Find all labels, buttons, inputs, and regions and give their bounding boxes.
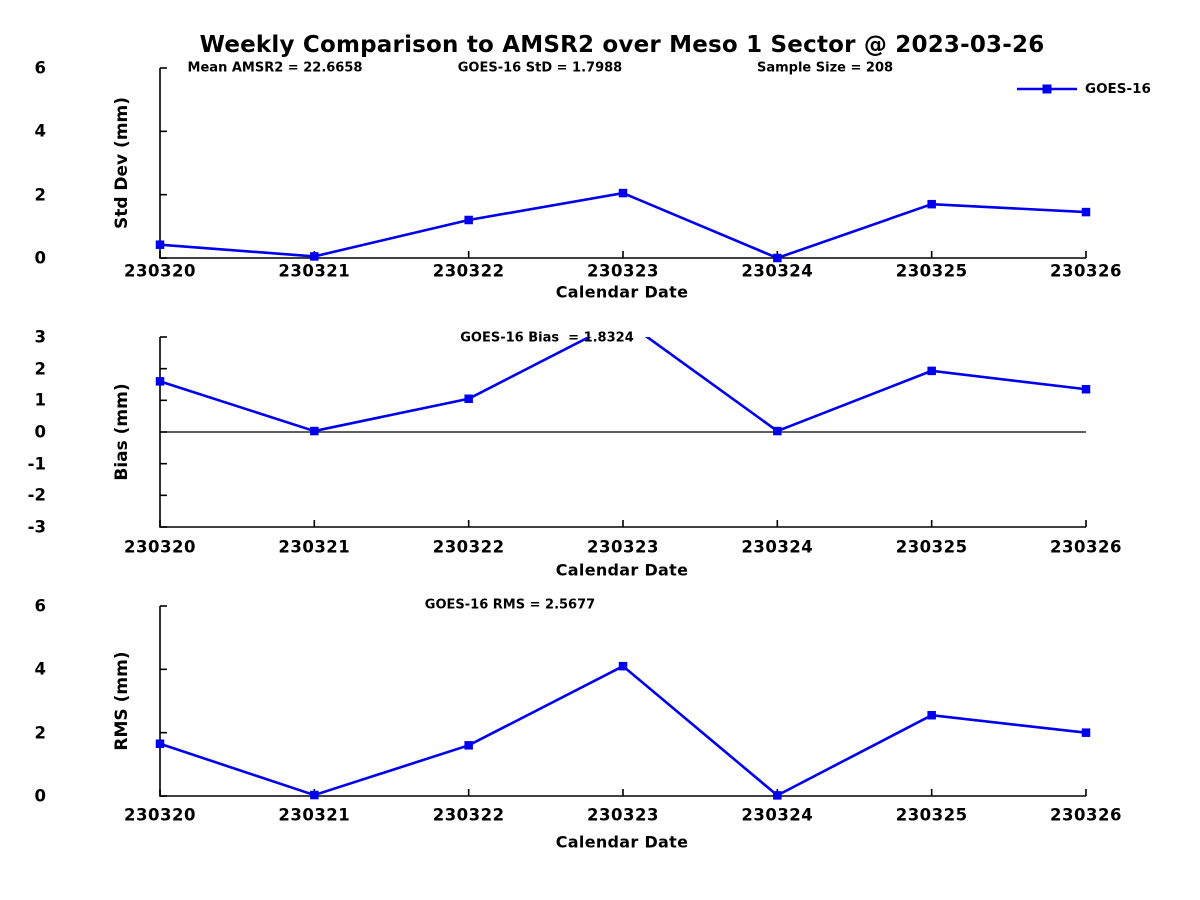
bias-x-tick-label: 230325 [895,537,968,557]
stddev-axis-spines [159,68,1086,259]
annotation-goes16-std: GOES-16 StD = 1.7988 [457,60,623,76]
stddev-y-axis-label: Std Dev (mm) [112,96,132,230]
rms-marker [1081,728,1091,737]
stddev-y-tick-label: 2 [34,185,46,205]
bias-x-axis-label: Calendar Date [555,560,689,580]
bias-marker [155,377,165,386]
stddev-y-tick-label: 6 [34,58,46,78]
rms-y-tick-label: 4 [34,659,46,679]
stddev-x-tick-label: 230322 [432,261,505,281]
rms-y-tick-label: 6 [34,596,46,616]
bias-y-tick-label: 0 [34,422,46,442]
rms-x-tick-label: 230322 [432,805,505,825]
stddev-series-line [159,191,1087,260]
rms-y-axis-label: RMS (mm) [112,651,132,751]
rms-marker [618,661,628,671]
bias-x-tick-label: 230320 [124,537,196,557]
bias-y-tick-label: -2 [27,485,46,505]
rms-marker [464,741,473,750]
legend-line-marker-icon [1017,84,1077,94]
bias-x-tick-label: 230324 [741,537,814,557]
bias-marker [464,394,473,403]
rms-y-tick-label: 2 [34,723,46,743]
bias-y-tick-label: -3 [27,517,46,537]
stddev-y-tick-label: 4 [34,121,46,141]
stddev-marker [1081,207,1091,217]
rms-x-tick-label: 230325 [895,805,968,825]
stddev-marker [618,188,628,198]
bias-x-tick-label: 230326 [1050,537,1122,557]
rms-y-tick-label: 0 [34,786,46,806]
rms-axes [159,605,1087,797]
stddev-x-axis-label: Calendar Date [555,282,689,302]
rms-x-tick-label: 230323 [587,805,659,825]
stddev-y-tick-label: 0 [34,248,46,268]
bias-y-tick-label: -1 [27,454,46,474]
figure-title: Weekly Comparison to AMSR2 over Meso 1 S… [199,32,1045,58]
stddev-axes [159,67,1087,259]
stddev-x-tick-label: 230326 [1050,261,1122,281]
rms-x-tick-label: 230321 [278,805,351,825]
bias-y-tick-label: 1 [34,390,46,410]
rms-marker [773,791,782,800]
annotation-goes16-bias: GOES-16 Bias = 1.8324 [460,330,634,346]
bias-y-axis-label: Bias (mm) [112,383,132,481]
rms-marker [310,790,319,800]
rms-x-axis-label: Calendar Date [555,832,689,852]
stddev-marker [927,199,936,209]
bias-y-tick-label: 3 [34,327,46,347]
bias-marker [1081,385,1091,394]
stddev-series-markers [155,188,1091,263]
bias-x-tick-label: 230322 [432,537,505,557]
stddev-marker [464,215,473,225]
rms-marker [155,739,165,748]
stddev-x-tick-label: 230320 [124,261,196,281]
bias-marker [927,366,936,376]
bias-marker [619,315,628,324]
rms-axis-spines [159,606,1086,797]
legend-label: GOES-16 [1085,81,1151,97]
stddev-marker [310,252,319,261]
legend: GOES-16 [1016,81,1151,97]
annotation-mean-amsr2: Mean AMSR2 = 22.6658 [187,60,363,76]
stddev-marker [773,253,782,263]
stddev-x-tick-label: 230321 [278,261,351,281]
rms-x-tick-label: 230324 [741,805,814,825]
stddev-x-tick-label: 230324 [741,261,814,281]
stddev-x-tick-label: 230323 [587,261,659,281]
rms-x-tick-label: 230326 [1050,805,1122,825]
bias-marker [310,426,319,436]
rms-x-tick-label: 230320 [124,805,196,825]
rms-series-markers [155,661,1091,800]
annotation-sample-size: Sample Size = 208 [756,60,894,76]
rms-series-line [159,664,1087,797]
bias-y-tick-label: 2 [34,359,46,379]
stddev-marker [155,240,165,249]
stddev-x-tick-label: 230325 [895,261,968,281]
bias-series-markers [155,315,1091,436]
bias-marker [773,426,782,436]
bias-x-tick-label: 230323 [587,537,659,557]
annotation-goes16-rms: GOES-16 RMS = 2.5677 [424,597,596,613]
rms-marker [927,711,936,720]
bias-x-tick-label: 230321 [278,537,351,557]
